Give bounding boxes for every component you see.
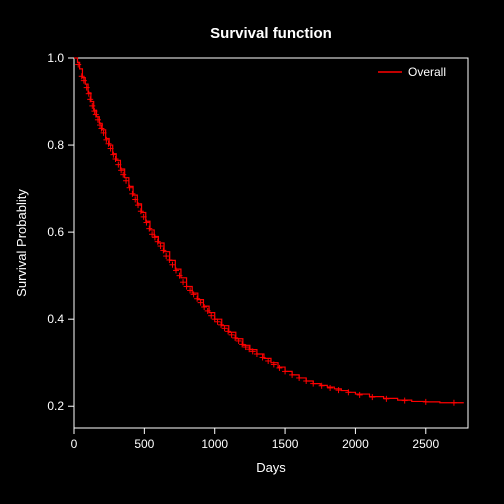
survival-chart: 0 500 1000 1500 2000 2500 0.2 0.4 0.6 0.8 1.0 Days S… [0, 0, 504, 504]
y-axis-label: Survival Probablity [14, 189, 29, 297]
y-tick-label: 0.8 [47, 138, 64, 152]
x-tick-label: 1000 [201, 437, 228, 451]
x-tick-label: 2500 [412, 437, 439, 451]
y-tick-label: 0.6 [47, 225, 64, 239]
x-tick-label: 0 [71, 437, 78, 451]
y-tick-label: 1.0 [47, 51, 64, 65]
x-tick-label: 500 [134, 437, 154, 451]
y-tick-label: 0.2 [47, 399, 64, 413]
x-tick-label: 2000 [342, 437, 369, 451]
legend-label: Overall [408, 65, 446, 79]
x-axis-label: Days [256, 460, 286, 475]
chart-title: Survival function [210, 25, 332, 42]
x-tick-label: 1500 [272, 437, 299, 451]
y-tick-label: 0.4 [47, 312, 64, 326]
